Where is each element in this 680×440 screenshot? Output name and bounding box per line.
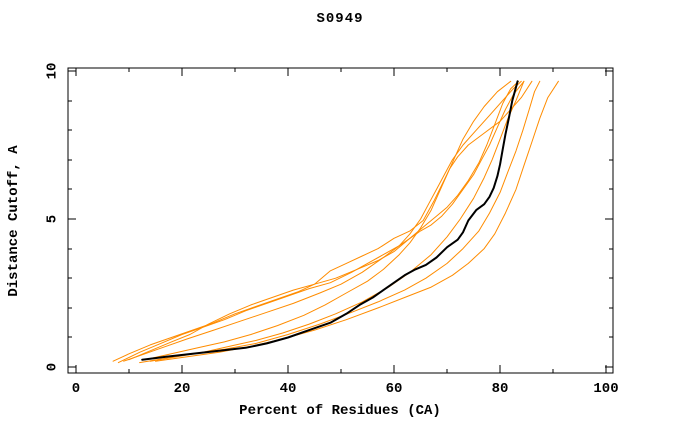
- curve-orange-3: [128, 80, 520, 361]
- y-axis-tick-label: 5: [45, 215, 61, 223]
- x-axis-tick-label: 0: [72, 381, 80, 397]
- x-axis-tick-label: 20: [174, 381, 191, 397]
- curve-orange-7: [139, 80, 541, 364]
- x-axis-tick-label: 80: [492, 381, 509, 397]
- curve-orange-4: [123, 80, 522, 362]
- curve-orange-1: [112, 80, 533, 362]
- x-axis-tick-label: 40: [280, 381, 297, 397]
- y-axis-tick-label: 0: [45, 363, 61, 371]
- curve-black: [141, 80, 519, 361]
- chart-title: S0949: [316, 11, 364, 27]
- x-axis-tick-label: 60: [386, 381, 403, 397]
- x-axis-tick-label: 100: [593, 381, 618, 397]
- x-axis-label: Percent of Residues (CA): [239, 403, 441, 419]
- y-axis-tick-label: 10: [45, 63, 61, 80]
- plot-box: [67, 67, 614, 374]
- curve-orange-5: [144, 80, 512, 361]
- curve-orange-2: [117, 80, 525, 364]
